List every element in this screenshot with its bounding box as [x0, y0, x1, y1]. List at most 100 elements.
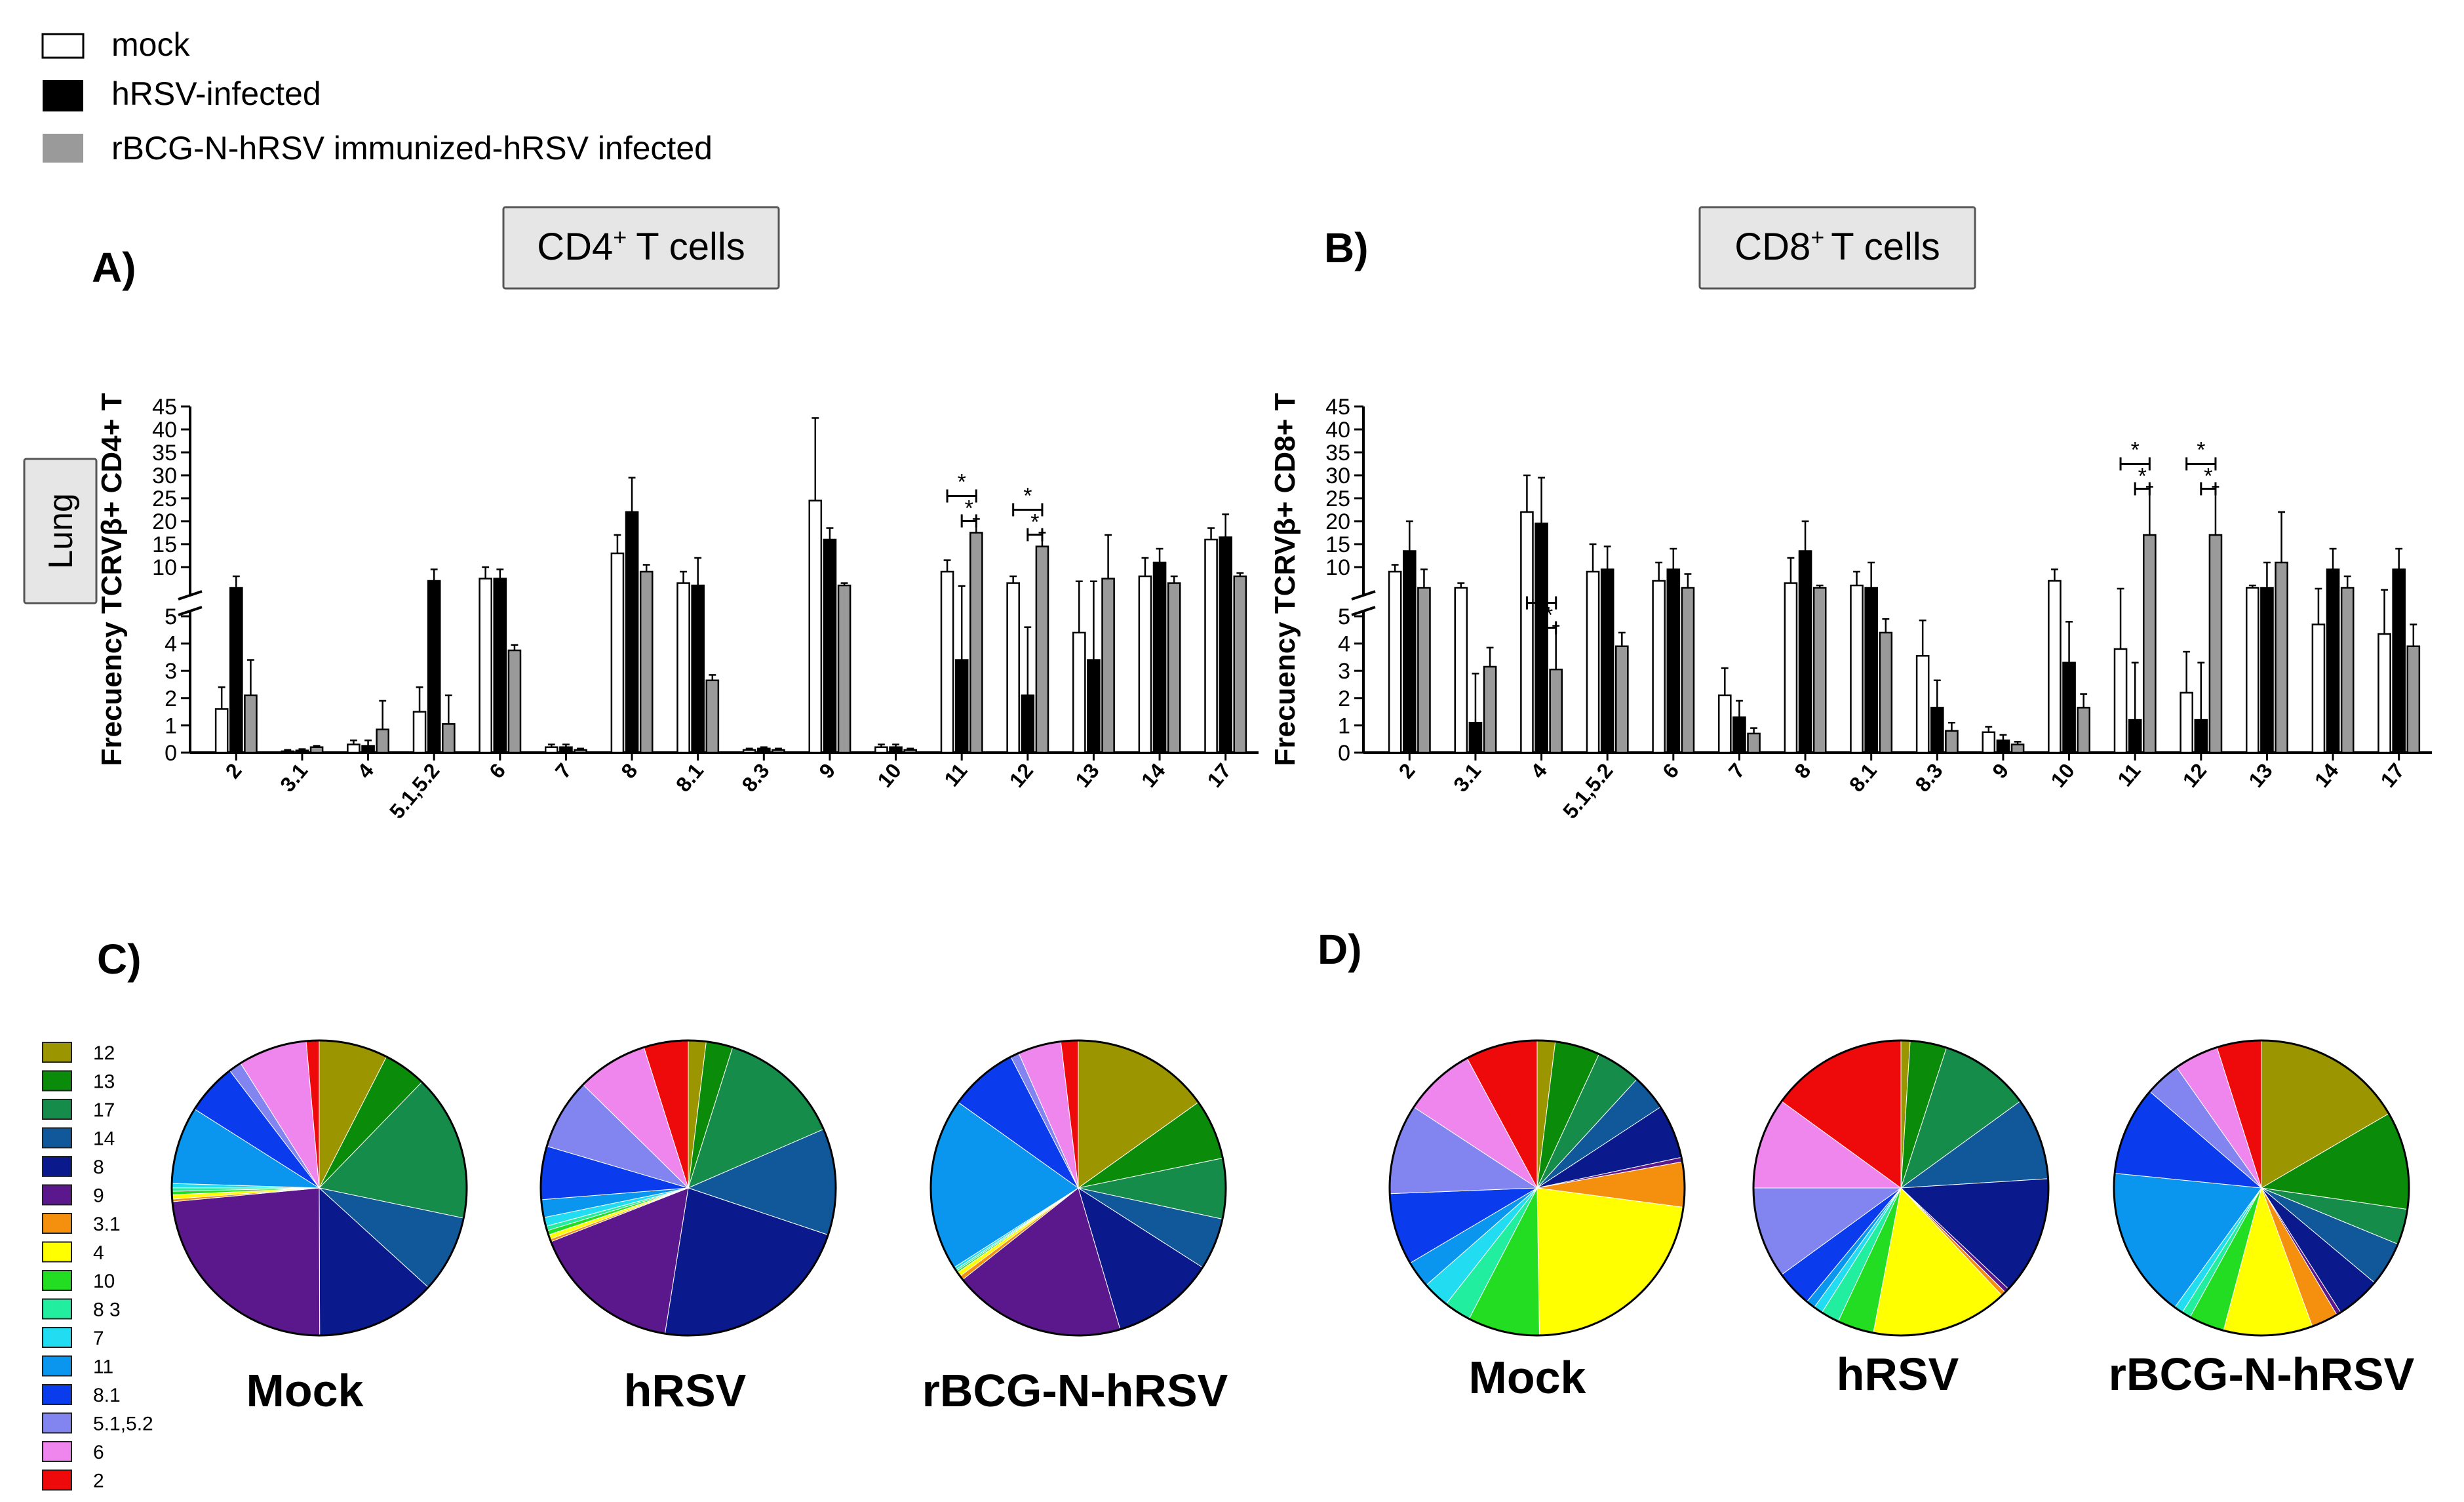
bar	[2010, 743, 2025, 754]
pie-legend-swatch	[42, 1384, 72, 1405]
bar	[903, 749, 918, 754]
bar	[1535, 523, 1548, 754]
legend-label-mock: mock	[111, 26, 190, 63]
x-tick-label: 17	[1203, 759, 1236, 791]
bar	[639, 570, 654, 754]
y-tick-label: 30	[152, 464, 177, 488]
pie-charts: Mock hRSV rBCG-N-hRSV Mock hRSV rBCG-N-hRSV	[170, 1039, 2415, 1416]
bar	[1138, 575, 1152, 754]
bar	[1666, 568, 1681, 754]
sig-asterisk: *	[1023, 484, 1032, 509]
x-tick-label: 7	[1724, 759, 1750, 783]
y-tick-label: 20	[1325, 509, 1350, 534]
bar	[610, 552, 625, 754]
pie-title: rBCG-N-hRSV	[2109, 1349, 2415, 1400]
x-tick-label: 12	[2178, 759, 2211, 791]
bar	[1021, 694, 1035, 754]
x-tick-label: 8.1	[671, 759, 708, 796]
pie-title: Mock	[1469, 1352, 1586, 1403]
pie-legend-label: 6	[93, 1442, 104, 1463]
y-tick-label: 5	[165, 604, 177, 629]
axis-break-mark	[1351, 606, 1376, 616]
bar	[309, 746, 324, 754]
y-tick-label: 25	[1325, 486, 1350, 511]
pie-title: Mock	[246, 1365, 364, 1416]
bar	[427, 580, 441, 754]
bar	[823, 538, 837, 754]
bar	[2208, 534, 2223, 754]
pie-slice	[1536, 1187, 1684, 1336]
pie-legend-label: 9	[93, 1185, 104, 1207]
x-tick-label: 14	[2310, 759, 2343, 792]
pie-legend-swatch	[42, 1327, 72, 1348]
bar	[1520, 511, 1534, 754]
y-tick-label: 0	[165, 741, 177, 766]
bar	[1087, 659, 1101, 754]
bar	[1388, 570, 1402, 754]
pie-legend-swatch	[42, 1184, 72, 1206]
pie-legend-label: 8.1	[93, 1385, 121, 1406]
bar	[559, 746, 573, 754]
bar	[1006, 582, 1020, 754]
bar	[2180, 692, 2193, 754]
bar	[2062, 662, 2076, 754]
bar	[1549, 668, 1563, 754]
y-tick-label: 15	[152, 532, 177, 557]
x-tick-label: 4	[1526, 759, 1552, 783]
bar	[1784, 582, 1798, 754]
pie-outline	[1388, 1039, 1686, 1337]
bar	[2128, 719, 2142, 754]
bar	[772, 749, 785, 754]
bar	[2340, 587, 2355, 754]
bar	[1945, 730, 1959, 754]
bar	[757, 747, 771, 754]
bar	[2311, 623, 2326, 754]
y-tick-label: 3	[165, 659, 177, 684]
x-tick-label: 3.1	[275, 759, 312, 796]
y-tick-label: 2	[1338, 686, 1350, 711]
bar	[1879, 631, 1893, 754]
x-tick-label: 4	[353, 759, 378, 783]
pie-title: hRSV	[624, 1365, 747, 1416]
pie-legend-label: 5.1,5.2	[93, 1413, 153, 1435]
panel-letter-c: C)	[97, 936, 142, 983]
y-tick-label: 40	[152, 418, 177, 443]
x-tick-label: 6	[1658, 759, 1683, 783]
x-tick-label: 13	[1070, 759, 1103, 791]
bar	[969, 532, 983, 754]
axis-break-mark	[178, 606, 203, 616]
y-axis-label: Frecuency TCRVβ+ CD8+ T	[1269, 393, 1301, 766]
bar	[244, 694, 258, 754]
title-cd8: CD8+ T cells	[1734, 224, 1940, 268]
y-tick-label: 45	[1325, 395, 1350, 420]
bar	[1101, 578, 1115, 754]
bar	[1204, 538, 1218, 754]
bar	[1717, 694, 1732, 754]
bar	[493, 578, 507, 754]
y-tick-label: 15	[1325, 532, 1350, 557]
bar	[2326, 568, 2340, 754]
bar	[412, 711, 427, 754]
sig-asterisk: *	[1537, 577, 1546, 602]
bar	[1600, 568, 1614, 754]
pie-outline	[539, 1039, 837, 1337]
y-tick-label: 30	[1325, 464, 1350, 488]
title-cd4-main: CD4	[537, 226, 613, 268]
bar	[2406, 645, 2421, 754]
pie-legend-swatch	[42, 1355, 72, 1377]
x-tick-label: 5.1,5.2	[1558, 759, 1617, 823]
y-tick-label: 4	[165, 632, 177, 657]
pie-legend-swatch	[42, 1298, 72, 1320]
pie-legend-swatch	[42, 1099, 72, 1120]
y-tick-label: 35	[1325, 441, 1350, 465]
pie-slice	[172, 1187, 321, 1336]
legend-swatch-hrsv	[43, 80, 83, 111]
x-tick-label: 5.1,5.2	[385, 759, 444, 823]
pie-legend-swatch	[42, 1412, 72, 1434]
x-tick-label: 2	[1394, 759, 1420, 783]
y-tick-label: 20	[152, 509, 177, 534]
x-tick-label: 12	[1005, 759, 1038, 791]
